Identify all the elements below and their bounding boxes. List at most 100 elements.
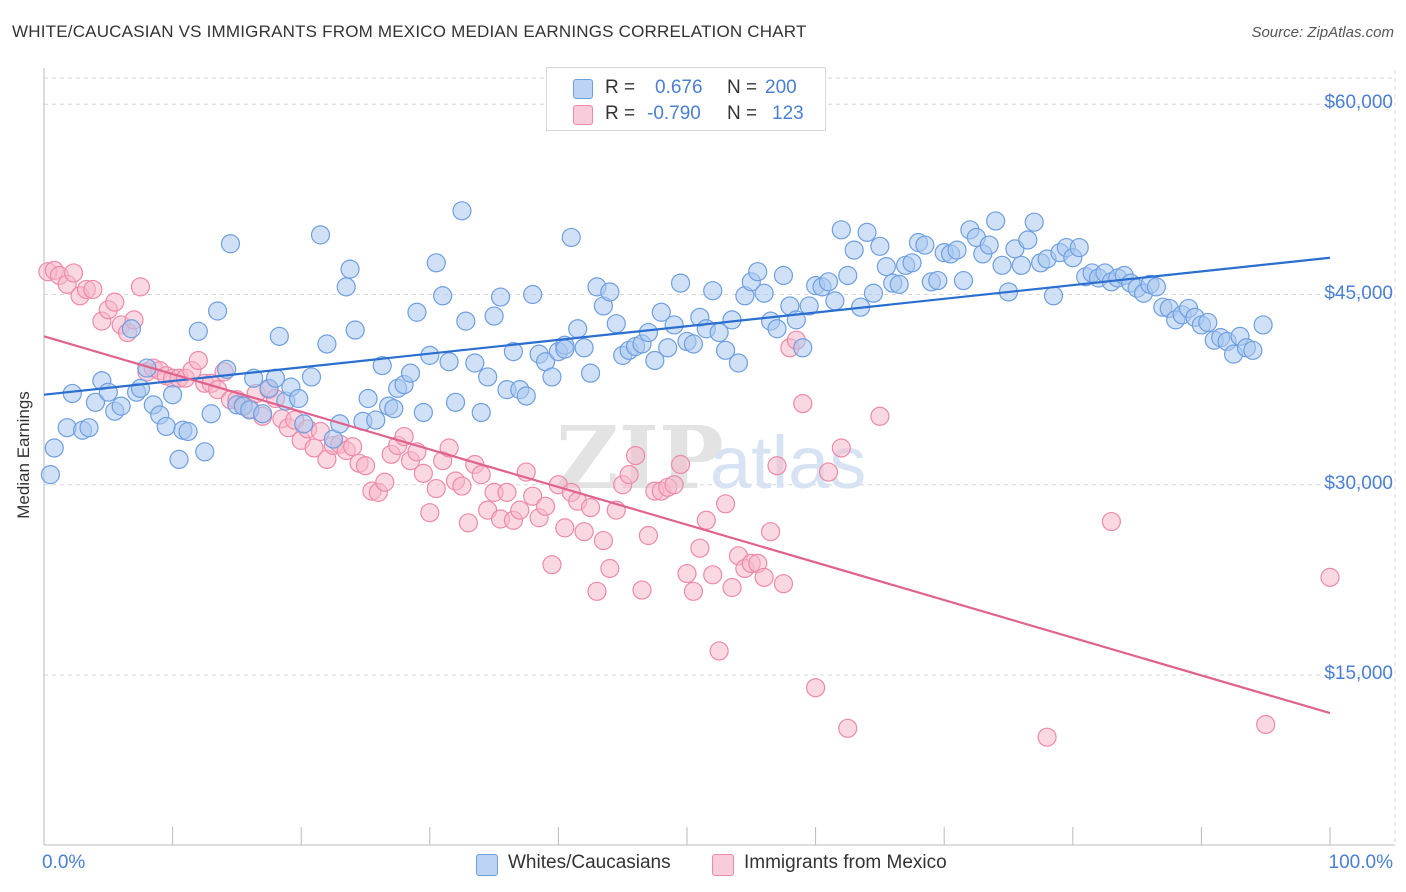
data-point-whites (651, 302, 671, 322)
data-point-whites (555, 339, 575, 359)
data-point-mexico (188, 350, 208, 371)
data-point-whites (1018, 230, 1038, 250)
data-point-mexico (83, 279, 103, 300)
data-point-whites (79, 418, 99, 438)
data-point-whites (683, 334, 704, 354)
data-point-mexico (420, 503, 440, 523)
data-point-whites (767, 319, 787, 339)
data-point-whites (658, 338, 678, 358)
data-point-whites (947, 240, 967, 260)
data-point-whites (301, 367, 322, 387)
data-point-whites (580, 363, 601, 383)
data-point-whites (465, 353, 485, 373)
data-point-mexico (304, 438, 324, 458)
data-point-whites (542, 367, 562, 387)
y-tick-label: $15,000 (1324, 663, 1393, 685)
bottom-legend-label: Immigrants from Mexico (744, 852, 947, 873)
legend-n-value: 200 (765, 77, 797, 98)
data-point-whites (452, 201, 472, 221)
series-whites-caucasians (40, 201, 1273, 485)
data-point-whites (953, 270, 974, 291)
data-point-whites (889, 274, 909, 294)
data-point-whites (407, 302, 427, 322)
data-point-whites (928, 270, 948, 291)
data-point-whites (85, 392, 106, 412)
y-tick-label: $60,000 (1324, 92, 1393, 114)
legend-swatch-blue (573, 79, 593, 99)
y-tick-label: $45,000 (1324, 282, 1393, 304)
data-point-whites (340, 259, 360, 279)
data-point-mexico (555, 518, 575, 538)
data-point-mexico (426, 478, 446, 499)
source-label: Source: ZipAtlas.com (1251, 24, 1394, 41)
data-point-whites (876, 257, 896, 277)
data-point-whites (121, 319, 142, 339)
watermark: ZIP atlas (556, 408, 866, 509)
data-point-mexico (831, 438, 851, 458)
legend-r-value: 0.676 (655, 77, 703, 98)
data-point-whites (269, 326, 289, 346)
data-point-whites (44, 438, 64, 458)
data-point-whites (844, 240, 864, 260)
data-point-whites (336, 277, 356, 297)
data-point-mexico (683, 581, 704, 601)
data-point-whites (40, 465, 61, 485)
data-point-whites (358, 388, 378, 409)
data-point-whites (484, 306, 504, 326)
data-point-whites (433, 286, 453, 306)
data-point-whites (1043, 286, 1064, 306)
data-point-mexico (452, 476, 472, 496)
data-point-whites (413, 402, 433, 423)
trend-line-mexico (43, 335, 1331, 715)
data-point-whites (870, 236, 890, 256)
data-point-whites (366, 410, 386, 430)
data-point-whites (561, 227, 581, 248)
data-point-whites (163, 385, 183, 405)
legend-n-label: N = (727, 77, 758, 98)
data-point-whites (220, 234, 241, 254)
data-point-whites (1198, 312, 1218, 333)
data-point-whites (645, 350, 665, 371)
data-point-whites (317, 334, 337, 354)
trend-lines (43, 256, 1331, 715)
data-point-whites (289, 388, 309, 409)
data-point-mexico (105, 292, 125, 312)
data-point-whites (979, 235, 999, 255)
data-point-whites (915, 235, 935, 255)
data-point-whites (195, 442, 215, 462)
legend-n-label: N = (727, 103, 758, 124)
data-point-mexico (696, 510, 716, 530)
data-point-whites (1024, 212, 1044, 232)
data-point-mexico (619, 465, 639, 485)
chart-title: WHITE/CAUCASIAN VS IMMIGRANTS FROM MEXIC… (12, 22, 807, 41)
bottom-legend-swatch-pink (712, 854, 734, 876)
data-point-whites (98, 382, 118, 402)
data-point-whites (169, 449, 189, 470)
data-point-whites (773, 265, 794, 286)
data-point-whites (188, 321, 208, 341)
data-point-mexico (870, 406, 890, 426)
data-point-whites (799, 296, 819, 316)
data-point-mexico (497, 482, 517, 502)
data-point-whites (1069, 237, 1089, 258)
x-tick-label-max: 100.0% (1328, 852, 1393, 873)
data-point-mexico (773, 574, 794, 594)
data-point-mexico (343, 437, 363, 457)
data-point-whites (400, 363, 421, 383)
data-point-mexico (523, 486, 543, 506)
y-tick-label: $30,000 (1324, 472, 1393, 494)
data-point-whites (793, 338, 813, 358)
data-point-mexico (1037, 727, 1057, 747)
bottom-legend-label: Whites/Caucasians (508, 852, 671, 873)
data-point-mexico (664, 475, 684, 495)
data-point-whites (606, 314, 626, 334)
data-point-whites (426, 253, 446, 273)
data-point-mexico (760, 522, 781, 542)
data-point-whites (201, 404, 221, 424)
data-point-mexico (632, 580, 652, 600)
data-point-whites (728, 353, 749, 373)
data-point-whites (310, 225, 331, 245)
data-point-whites (478, 367, 498, 387)
data-point-whites (1253, 315, 1273, 335)
data-point-mexico (767, 456, 787, 476)
